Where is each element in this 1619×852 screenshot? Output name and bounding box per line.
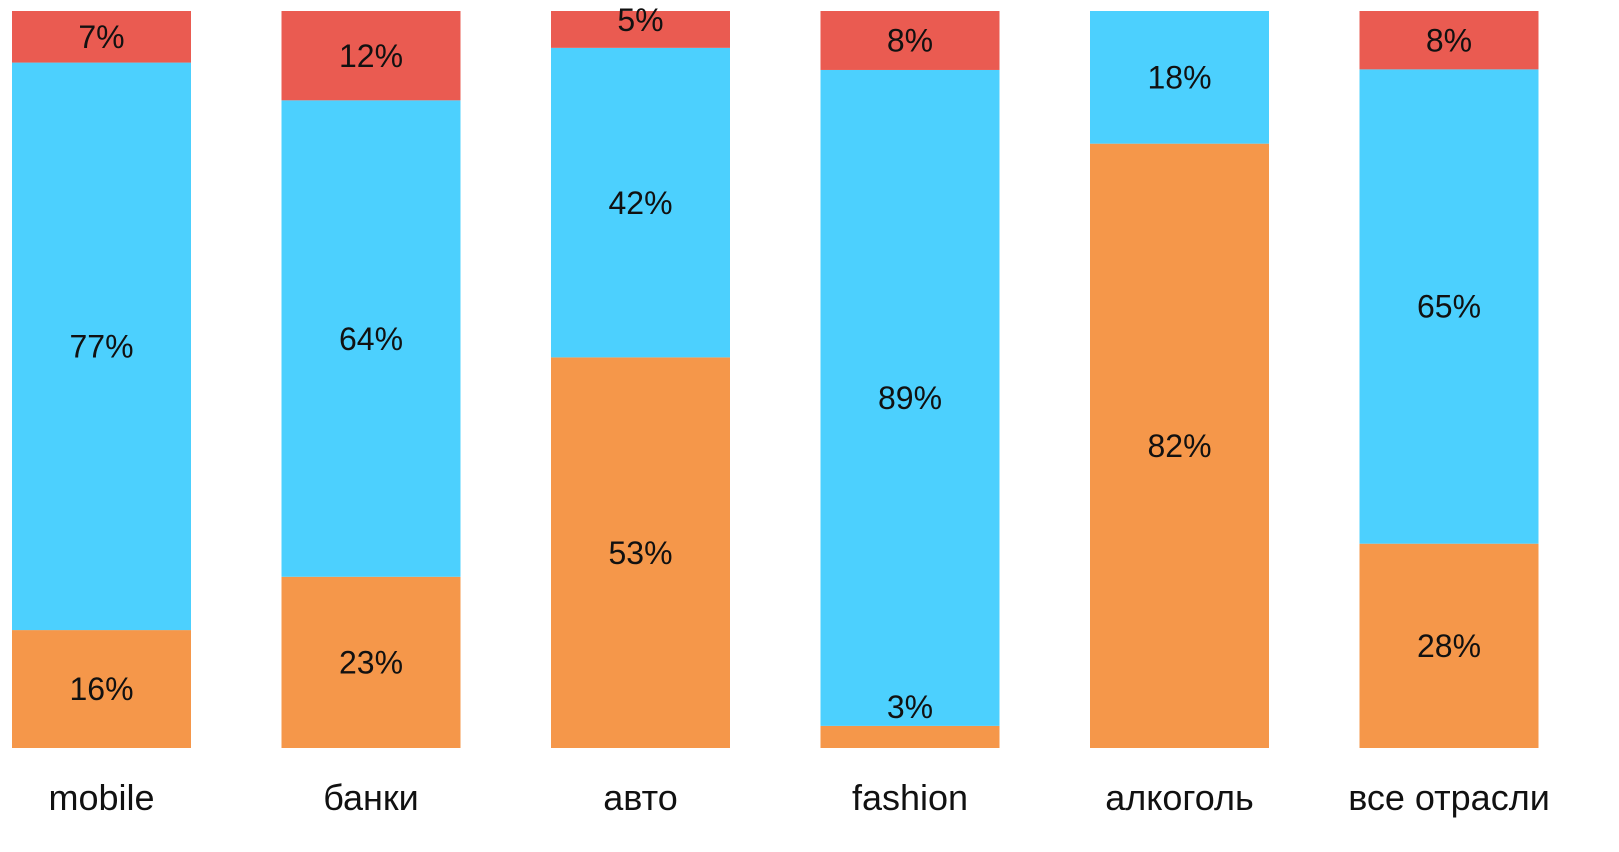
bar-segment [12,630,191,748]
bar-segment [281,11,461,101]
data-label: 65% [1417,289,1481,325]
data-label: 5% [617,2,663,38]
category-label: mobile [48,777,154,818]
data-label: 77% [69,329,133,365]
bar-segment [1090,143,1269,748]
bar-segment [281,576,461,748]
data-label: 82% [1147,428,1211,464]
data-label: 12% [339,38,403,74]
bar-segment [1359,11,1539,70]
category-labels-group: mobile банки авто fashion алкоголь все отрасл… [48,777,1549,818]
bar-segment [551,11,730,48]
data-labels-group: 16% 77% 7% 23% 64% 12% 53% 42% 5% 3% 89% 8% 82% 18% 28… [69,2,1481,725]
data-label: 89% [878,380,942,416]
category-label: fashion [852,777,968,818]
data-label: 18% [1147,60,1211,96]
bar-segment [1090,11,1269,144]
bar-segment [1359,543,1539,748]
bar-segment [551,357,730,748]
bars-group [12,11,1539,748]
data-label: 8% [1426,22,1472,58]
data-label: 23% [339,645,403,681]
data-label: 28% [1417,628,1481,664]
bar-segment [12,11,191,63]
bar-segment [12,62,191,631]
category-label: авто [603,777,677,818]
data-label: 7% [78,19,124,55]
data-label: 8% [887,23,933,59]
bar-segment [820,11,1000,70]
data-label: 3% [887,689,933,725]
bar-segment [281,100,461,577]
bar-segment [551,47,730,358]
data-label: 42% [608,185,672,221]
bar-segment [820,69,1000,726]
category-label: все отрасли [1348,777,1550,818]
bar-segment [820,725,1000,748]
data-label: 64% [339,321,403,357]
category-label: банки [323,777,419,818]
data-label: 16% [69,671,133,707]
bar-segment [1359,69,1539,544]
category-label: алкоголь [1105,777,1254,818]
data-label: 53% [608,535,672,571]
